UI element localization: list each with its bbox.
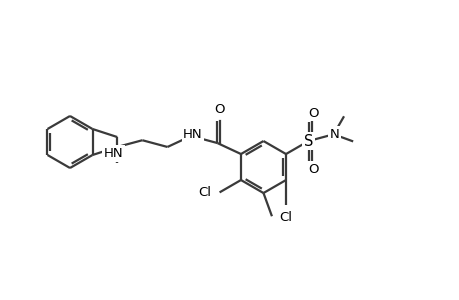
Text: HN: HN bbox=[103, 147, 123, 160]
Text: HN: HN bbox=[183, 128, 202, 142]
Text: O: O bbox=[308, 163, 318, 176]
Text: Cl: Cl bbox=[198, 186, 211, 199]
Text: O: O bbox=[214, 103, 224, 116]
Text: S: S bbox=[303, 134, 313, 148]
Text: N: N bbox=[329, 128, 339, 141]
Text: O: O bbox=[308, 106, 318, 119]
Text: Cl: Cl bbox=[279, 211, 292, 224]
